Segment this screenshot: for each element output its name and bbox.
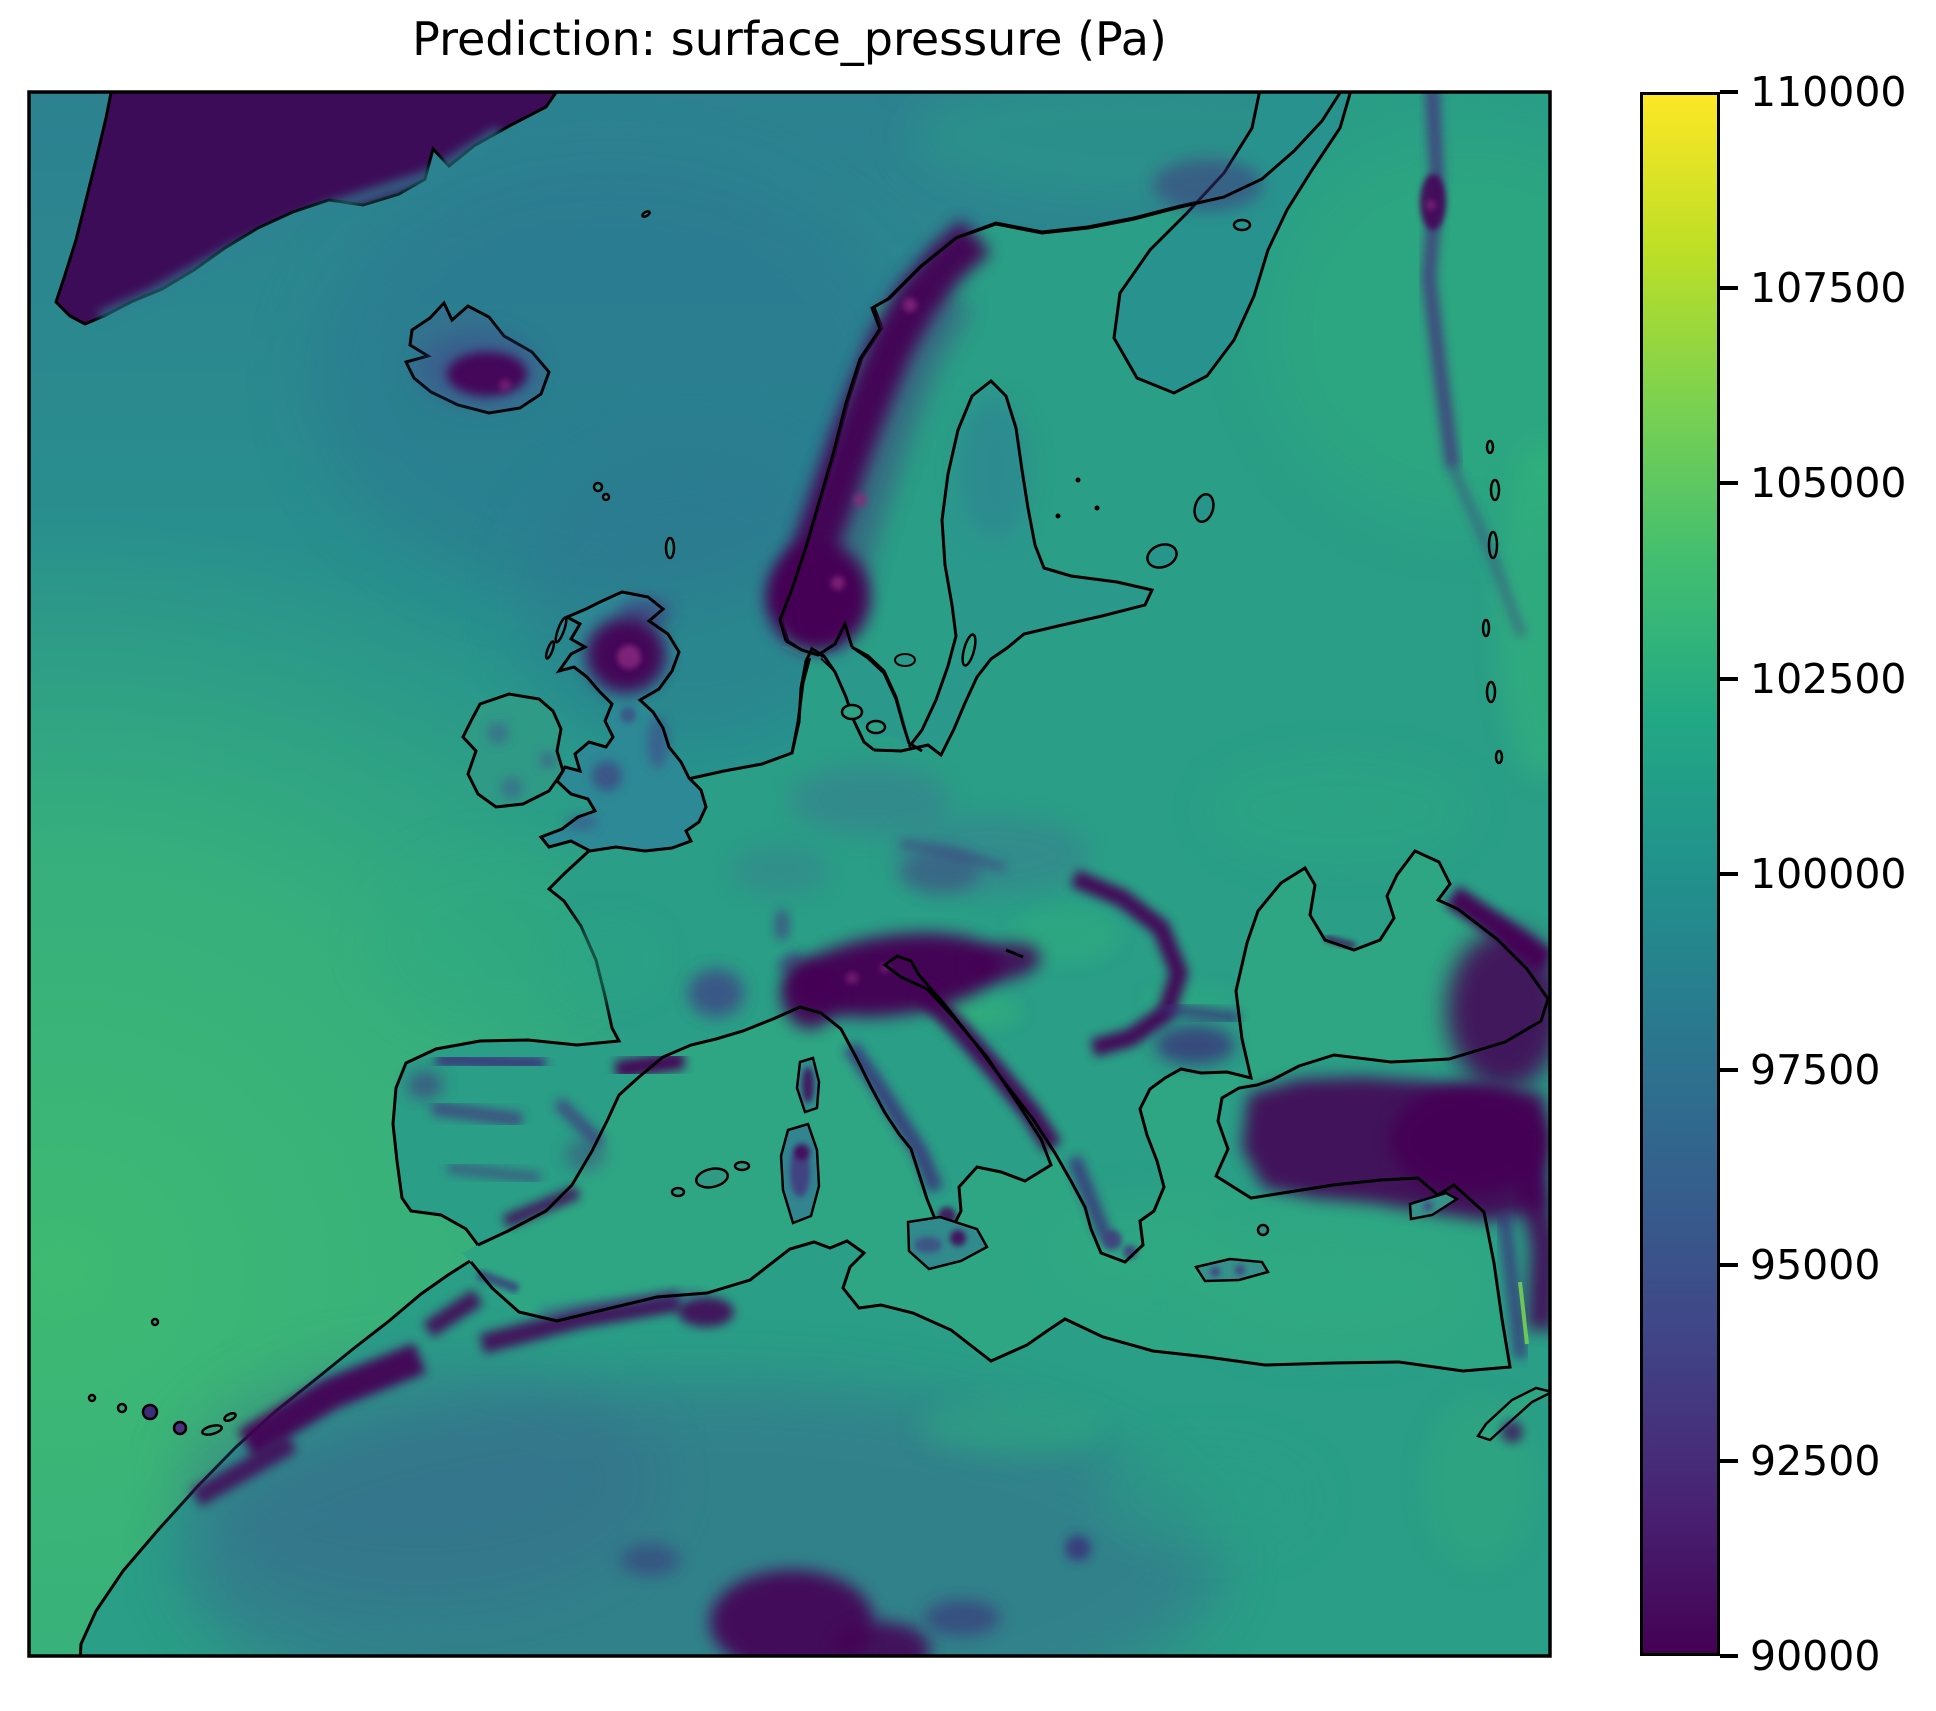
mountains-rhodope [1155, 1025, 1235, 1065]
colorbar-tick-mark [1720, 481, 1738, 485]
colorbar [1640, 92, 1720, 1656]
colorbar-tick-mark [1720, 1459, 1738, 1463]
colorbar-tick-label: 100000 [1750, 850, 1907, 898]
mountains-zagros [1508, 1144, 1550, 1331]
colorbar-tick-mark [1720, 872, 1738, 876]
lake-balaton [1005, 948, 1024, 959]
lakes [894, 218, 1504, 959]
mountains-massif-central [688, 969, 744, 1017]
colorbar-tick-label: 97500 [1750, 1046, 1881, 1094]
greenland-coastal-fringe [97, 126, 504, 324]
colorbar-tick-mark [1720, 1263, 1738, 1267]
greenland [54, 92, 559, 326]
colorbar-tick-label: 107500 [1750, 264, 1907, 312]
island-ireland [463, 694, 563, 807]
island-shetland [664, 536, 676, 560]
lake-ladoga [1146, 543, 1178, 569]
mountains-carpathians [1070, 869, 1189, 1057]
mountains-scandes [773, 219, 991, 619]
coast-sweden-west [851, 645, 923, 753]
mountains-apennines [843, 1041, 944, 1194]
plot-title: Prediction: surface_pressure (Pa) [412, 12, 1167, 66]
island-sicily [906, 1215, 989, 1271]
colorbar-tick-label: 102500 [1750, 655, 1907, 703]
coast-jutland [790, 646, 875, 754]
colorbar-tick-mark [1720, 677, 1738, 681]
colorbar-tick-label: 92500 [1750, 1437, 1881, 1485]
colorbar-tick-mark [1720, 286, 1738, 290]
island-gran-canaria [172, 1420, 188, 1436]
baltic-sea [781, 380, 1152, 752]
mountains-saharan-atlas [479, 1291, 682, 1354]
mountains [191, 92, 1550, 1656]
island-mountains [790, 1067, 1433, 1277]
colorbar-tick-label: 95000 [1750, 1241, 1881, 1289]
island-madeira [150, 1317, 160, 1327]
mountains-betic [502, 1185, 581, 1229]
island-gotland [961, 633, 977, 667]
colorbar-tick-label: 110000 [1750, 68, 1907, 116]
land-tints [180, 140, 1550, 1656]
mountains-pindus [1067, 1155, 1113, 1241]
iceland-highlands [447, 352, 527, 396]
lake-volga-reservoirs [1487, 530, 1499, 560]
island-mallorca [694, 1167, 730, 1189]
colorbar-tick-mark [1720, 1068, 1738, 1072]
colorbar-tick-mark [1720, 1654, 1738, 1658]
island-faroe [592, 481, 604, 493]
island-cyprus [1408, 1191, 1460, 1221]
lake-onega [1193, 493, 1215, 523]
island-jan-mayen [641, 210, 651, 218]
coast-norway [778, 92, 1343, 657]
mountains-ural-streak [1421, 92, 1460, 469]
colorbar-tick-mark [1720, 90, 1738, 94]
mountains-pyrenees [614, 1051, 686, 1079]
gulf-of-bothnia-tint [960, 400, 1030, 540]
coast-baltic [873, 378, 1155, 758]
mountains-alps [787, 933, 1003, 1017]
colorbar-tick-label: 90000 [1750, 1632, 1881, 1680]
mountains-high-atlas [237, 1343, 426, 1458]
island-tenerife [141, 1403, 159, 1421]
mountains-hoggar [710, 1570, 874, 1656]
plot-border [27, 90, 1552, 1658]
coastlines [469, 92, 1550, 1373]
island-zealand [840, 703, 864, 721]
lake-vanern [894, 653, 916, 667]
dead-sea-rift [1518, 1281, 1529, 1345]
iceland [403, 300, 551, 415]
mountains-cantabrian [435, 1051, 546, 1072]
gulf-of-suez [1476, 1386, 1550, 1442]
british-isles [461, 590, 708, 853]
mediterranean-black-sea [462, 851, 1548, 1371]
colorbar-tick-label: 105000 [1750, 459, 1907, 507]
